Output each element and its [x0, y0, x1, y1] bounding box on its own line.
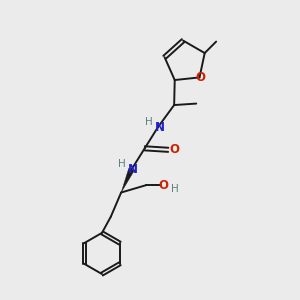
Text: O: O [195, 71, 205, 84]
Text: H: H [118, 159, 126, 169]
Text: N: N [128, 163, 138, 176]
Text: N: N [154, 121, 164, 134]
Polygon shape [121, 168, 134, 193]
Text: O: O [170, 143, 180, 156]
Text: H: H [145, 117, 152, 127]
Text: H: H [171, 184, 179, 194]
Text: O: O [159, 178, 169, 192]
